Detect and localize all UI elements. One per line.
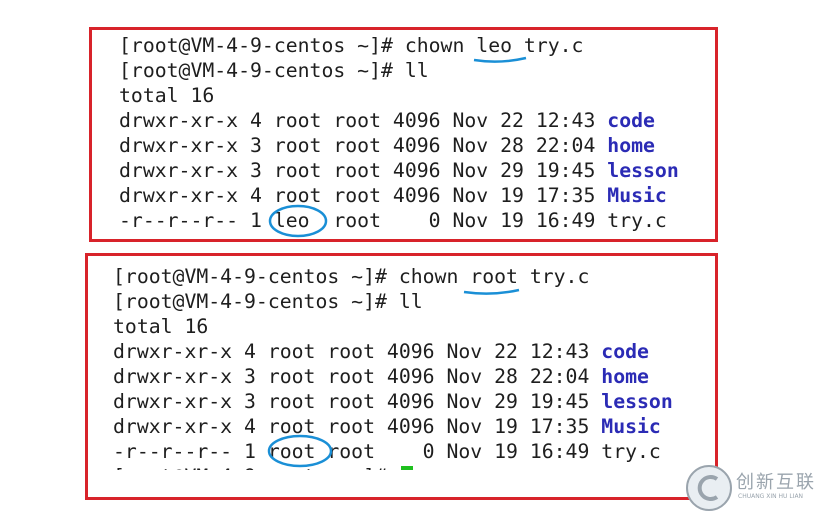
terminal-line: drwxr-xr-x 4 root root 4096 Nov 19 17:35… bbox=[119, 183, 667, 208]
terminal-output: [root@VM-4-9-centos ~]# chown root try.c… bbox=[113, 264, 708, 470]
terminal-output: [root@VM-4-9-centos ~]# chown leo try.c[… bbox=[119, 33, 709, 238]
file-info: drwxr-xr-x 4 root root 4096 Nov 19 17:35 bbox=[113, 415, 602, 438]
circle bbox=[268, 204, 328, 238]
terminal-line: [root@VM-4-9-centos ~]# chown root try.c bbox=[113, 264, 589, 289]
file-name: try.c bbox=[607, 209, 667, 232]
watermark-subtitle: CHUANG XIN HU LIAN bbox=[738, 493, 804, 500]
terminal-line: drwxr-xr-x 3 root root 4096 Nov 28 22:04… bbox=[113, 364, 649, 389]
terminal-line: drwxr-xr-x 4 root root 4096 Nov 19 17:35… bbox=[113, 414, 661, 439]
file-info: -r--r--r-- 1 leo root 0 Nov 19 16:49 bbox=[119, 209, 608, 232]
terminal-line: [root@VM-4-9-centos ~]# chown leo try.c bbox=[119, 33, 583, 58]
command: [root@VM-4-9-centos ~]# ll bbox=[119, 59, 429, 82]
directory-name: home bbox=[601, 365, 649, 388]
watermark-name: 创新互联 bbox=[736, 472, 816, 493]
file-info: drwxr-xr-x 3 root root 4096 Nov 28 22:04 bbox=[113, 365, 602, 388]
underline bbox=[463, 288, 520, 295]
directory-name: home bbox=[607, 134, 655, 157]
directory-name: code bbox=[601, 340, 649, 363]
command: [root@VM-4-9-centos ~]# ll bbox=[113, 290, 423, 313]
command: [root@VM-4-9-centos ~]# chown leo try.c bbox=[119, 34, 584, 57]
file-info: drwxr-xr-x 3 root root 4096 Nov 29 19:45 bbox=[113, 390, 602, 413]
terminal-panel bbox=[89, 27, 718, 242]
terminal-line: -r--r--r-- 1 leo root 0 Nov 19 16:49 try… bbox=[119, 208, 667, 233]
terminal-line: drwxr-xr-x 4 root root 4096 Nov 22 12:43… bbox=[113, 339, 649, 364]
file-info: drwxr-xr-x 3 root root 4096 Nov 28 22:04 bbox=[119, 134, 608, 157]
file-info: drwxr-xr-x 3 root root 4096 Nov 29 19:45 bbox=[119, 159, 608, 182]
directory-name: Music bbox=[607, 184, 667, 207]
cursor bbox=[401, 466, 413, 470]
terminal-line: -r--r--r-- 1 root root 0 Nov 19 16:49 tr… bbox=[113, 439, 661, 464]
file-info: -r--r--r-- 1 root root 0 Nov 19 16:49 bbox=[113, 440, 602, 463]
directory-name: lesson bbox=[607, 159, 679, 182]
terminal-panel bbox=[85, 253, 718, 500]
prompt: [root@VM-4-9-centos ~]# bbox=[113, 465, 399, 470]
total: total 16 bbox=[119, 84, 215, 107]
terminal-line: [root@VM-4-9-centos ~]# ll bbox=[119, 58, 429, 83]
terminal-line: drwxr-xr-x 3 root root 4096 Nov 29 19:45… bbox=[113, 389, 673, 414]
file-info: drwxr-xr-x 4 root root 4096 Nov 22 12:43 bbox=[119, 109, 608, 132]
file-info: drwxr-xr-x 4 root root 4096 Nov 19 17:35 bbox=[119, 184, 608, 207]
terminal-line: drwxr-xr-x 3 root root 4096 Nov 29 19:45… bbox=[119, 158, 679, 183]
terminal-line: total 16 bbox=[113, 314, 208, 339]
command: [root@VM-4-9-centos ~]# chown root try.c bbox=[113, 265, 590, 288]
terminal-line: drwxr-xr-x 3 root root 4096 Nov 28 22:04… bbox=[119, 133, 655, 158]
file-info: drwxr-xr-x 4 root root 4096 Nov 22 12:43 bbox=[113, 340, 602, 363]
watermark: 创新互联 CHUANG XIN HU LIAN bbox=[684, 462, 834, 514]
circle bbox=[267, 434, 333, 468]
file-name: try.c bbox=[601, 440, 661, 463]
total: total 16 bbox=[113, 315, 209, 338]
directory-name: lesson bbox=[601, 390, 673, 413]
directory-name: code bbox=[607, 109, 655, 132]
terminal-line: total 16 bbox=[119, 83, 214, 108]
directory-name: Music bbox=[601, 415, 661, 438]
watermark-icon bbox=[686, 465, 732, 511]
terminal-line: drwxr-xr-x 4 root root 4096 Nov 22 12:43… bbox=[119, 108, 655, 133]
terminal-line: [root@VM-4-9-centos ~]# ll bbox=[113, 289, 423, 314]
terminal-line: [root@VM-4-9-centos ~]# bbox=[113, 464, 399, 470]
underline bbox=[473, 56, 527, 63]
